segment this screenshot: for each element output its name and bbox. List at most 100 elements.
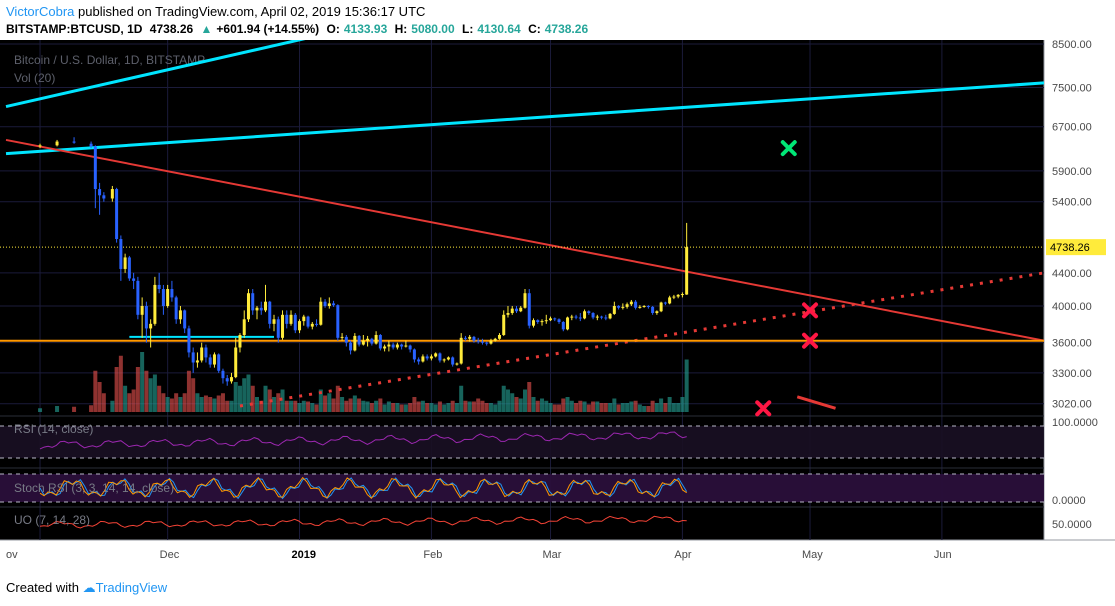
volume-bar <box>306 401 311 412</box>
volume-bar <box>301 400 306 412</box>
candle <box>166 284 170 308</box>
volume-bar <box>225 400 230 412</box>
open-label: O: <box>326 22 340 36</box>
candle-body <box>310 323 314 327</box>
volume-bar <box>514 397 519 412</box>
candle <box>557 318 561 324</box>
red-slash-mark <box>796 395 836 410</box>
footer-created-text: Created with <box>6 580 79 595</box>
time-tick-label: Mar <box>543 549 562 561</box>
volume-bar <box>574 403 579 412</box>
uo-tick-label: 50.0000 <box>1052 519 1092 531</box>
candle <box>161 284 165 315</box>
candle-body <box>566 317 570 330</box>
x-stroke <box>802 302 819 319</box>
volume-bar <box>131 389 136 412</box>
x-stroke <box>780 140 797 157</box>
candle-body <box>327 303 331 307</box>
volume-bar <box>403 404 408 412</box>
volume-bar <box>182 393 187 412</box>
chart[interactable]: 8500.00 7500.00 6700.00 5900.00 5400.00 4400.… <box>0 40 1115 570</box>
candle <box>246 289 250 323</box>
volume-bar <box>365 401 370 412</box>
candle <box>459 333 463 365</box>
volume-bar <box>152 374 157 412</box>
volume-bar <box>93 370 98 412</box>
candle-body <box>455 363 459 365</box>
candle-body <box>208 357 212 365</box>
candle <box>493 337 497 342</box>
rsi-line <box>39 431 687 450</box>
candle-body <box>480 341 484 343</box>
candle <box>621 303 625 310</box>
candle-body <box>361 340 365 345</box>
price-tick-label: 4400.00 <box>1052 268 1092 280</box>
candle-body <box>434 353 438 357</box>
volume-bar <box>582 401 587 412</box>
volume-bar <box>633 400 638 412</box>
volume-bar <box>118 355 123 412</box>
volume-bar <box>595 401 600 412</box>
volume-bar <box>127 393 132 412</box>
candle-body <box>549 318 553 321</box>
candle <box>195 352 199 368</box>
candle-body <box>629 301 633 305</box>
volume-bar <box>157 385 162 412</box>
candle <box>540 319 544 326</box>
candle <box>438 352 442 363</box>
volume-bar <box>135 367 140 412</box>
candle <box>663 301 667 306</box>
volume-bar <box>603 403 608 412</box>
tradingview-logo-icon: ☁ <box>82 580 96 595</box>
price-tick-label: 3600.00 <box>1052 338 1092 350</box>
volume-bar <box>289 400 294 412</box>
candle <box>455 362 459 366</box>
candle <box>174 295 178 324</box>
volume-bar <box>399 404 404 412</box>
volume-bar <box>203 395 208 412</box>
candle <box>336 304 340 341</box>
candle-body <box>255 307 259 311</box>
candle-body <box>221 370 225 379</box>
candle-body <box>378 334 382 349</box>
price-tick-label: 3020.00 <box>1052 399 1092 411</box>
volume-bar <box>174 393 179 412</box>
candle <box>463 335 467 341</box>
volume-bar <box>501 385 506 412</box>
candle <box>472 335 476 343</box>
author-link[interactable]: VictorCobra <box>6 4 75 19</box>
candle <box>323 299 327 308</box>
candle <box>217 353 221 373</box>
candle-body <box>400 344 404 347</box>
close-value: 4738.26 <box>544 22 589 36</box>
volume-bar <box>625 403 630 412</box>
volume-bar <box>616 404 621 412</box>
time-tick-label: May <box>802 549 823 561</box>
high-label: H: <box>394 22 408 36</box>
uo-line <box>39 515 687 529</box>
candle-body <box>570 316 574 318</box>
candle-body <box>544 320 548 322</box>
volume-bar <box>220 393 225 412</box>
volume-bar <box>497 400 502 412</box>
stoch-label: Stoch RSI (3, 3, 14, 14, close) <box>14 481 174 495</box>
volume-bar <box>420 400 425 412</box>
candle-body <box>506 313 510 315</box>
x-stroke <box>755 400 772 417</box>
candle <box>327 297 331 309</box>
volume-bar <box>671 403 676 412</box>
volume-bar <box>442 404 447 412</box>
volume-bar <box>199 397 204 412</box>
volume-bar <box>335 385 340 412</box>
volume-bar <box>38 408 43 412</box>
red-x-marker-icon <box>802 332 819 349</box>
candle-body <box>344 336 348 343</box>
volume-bar <box>55 406 60 412</box>
candle <box>566 316 570 331</box>
volume-bar <box>114 367 119 412</box>
candle-body <box>319 301 323 325</box>
price-tick-label: 7500.00 <box>1052 83 1092 95</box>
candle <box>374 331 378 345</box>
volume-bar <box>535 400 540 412</box>
tradingview-brand[interactable]: TradingView <box>95 580 168 595</box>
